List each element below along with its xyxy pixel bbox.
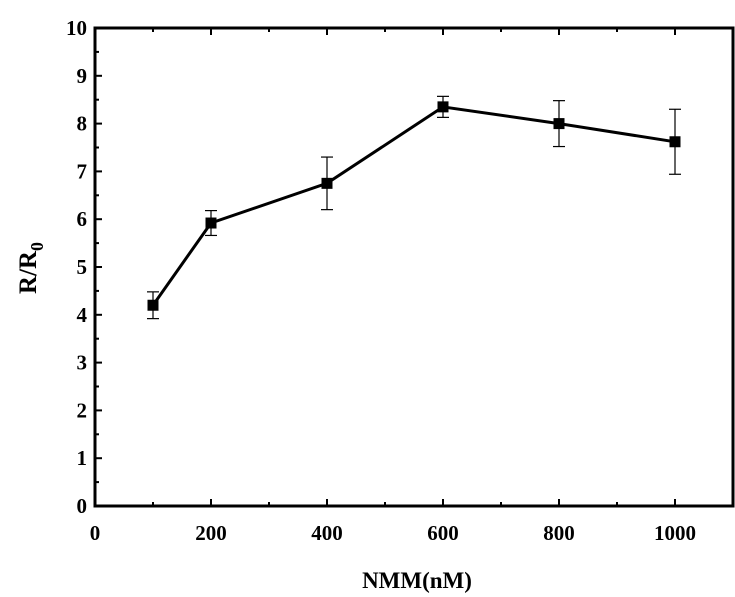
- y-axis-label: R/R0: [15, 242, 47, 294]
- plot-frame: [93, 26, 735, 508]
- x-tick-label: 200: [195, 521, 227, 545]
- series: [147, 95, 681, 320]
- x-tick-label: 600: [427, 521, 459, 545]
- y-axis-label-main: R/R: [15, 250, 42, 294]
- x-tick-label: 400: [311, 521, 343, 545]
- x-tick-label: 800: [543, 521, 575, 545]
- y-tick-label: 7: [77, 159, 88, 183]
- x-tick-label: 0: [90, 521, 101, 545]
- y-tick-label: 0: [77, 494, 88, 518]
- series-line: [151, 105, 676, 307]
- data-point: [147, 299, 159, 311]
- data-point: [553, 118, 565, 130]
- y-axis-label-subscript: 0: [27, 242, 47, 251]
- y-tick-label: 10: [66, 16, 87, 40]
- data-point: [205, 217, 217, 229]
- y-tick-label: 6: [77, 207, 88, 231]
- data-point: [321, 177, 333, 189]
- y-tick-label: 9: [77, 64, 88, 88]
- x-tick-label: 1000: [654, 521, 696, 545]
- y-tick-label: 8: [77, 112, 88, 136]
- data-point: [669, 136, 681, 148]
- axes: [93, 26, 735, 508]
- y-tick-label: 5: [77, 255, 88, 279]
- x-axis-label: NMM(nM): [362, 568, 472, 593]
- y-tick-label: 1: [77, 446, 88, 470]
- ticks: 0 200 400 600 800 1000 0 1 2 3 4 5 6 7 8 9 10: [66, 16, 696, 545]
- y-tick-label: 4: [77, 303, 88, 327]
- y-tick-label: 2: [77, 398, 88, 422]
- y-tick-label: 3: [77, 351, 88, 375]
- data-point: [437, 101, 449, 113]
